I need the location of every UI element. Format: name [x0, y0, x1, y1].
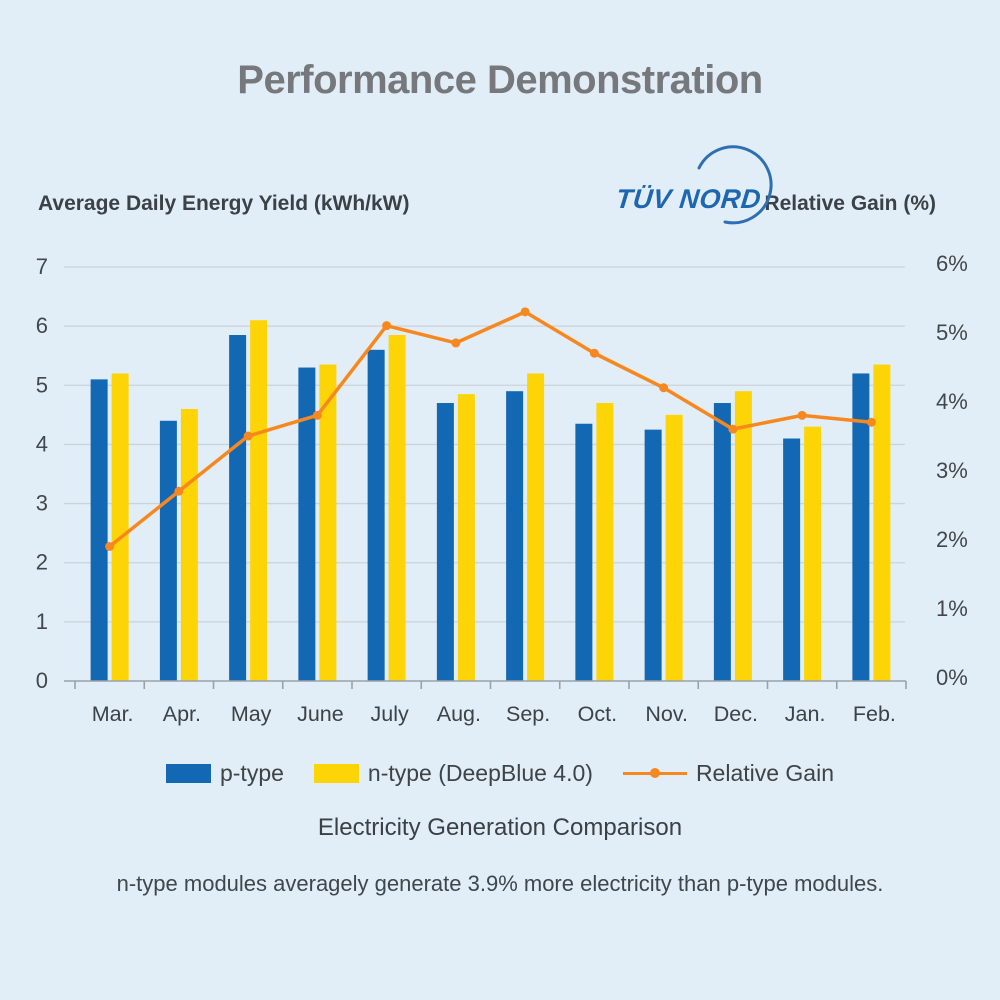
relative-gain-point [105, 541, 115, 551]
right-tick-label: 0% [936, 665, 968, 690]
bar-p-type [713, 403, 731, 681]
legend-item-n-type: n-type (DeepBlue 4.0) [313, 760, 593, 787]
chart-canvas: 0 1 2 3 4 5 6 7 0% 1% 2% 3% 4% 5% 6% Mar. Apr. May June Jul… [0, 240, 1000, 740]
bar-n-type [388, 335, 406, 681]
right-tick-label: 1% [936, 596, 968, 621]
left-tick-label: 4 [36, 431, 48, 456]
bar-n-type [804, 426, 822, 681]
bar-p-type [159, 420, 177, 681]
bar-p-type [783, 438, 801, 681]
legend-label-relative-gain: Relative Gain [695, 760, 835, 786]
chart-subtitle: Electricity Generation Comparison [317, 814, 683, 841]
legend-item-relative-gain: Relative Gain [622, 760, 835, 787]
bar-n-type [873, 364, 891, 681]
relative-gain-dot-icon [649, 768, 660, 779]
left-tick-label: 7 [36, 254, 48, 279]
p-type-swatch [165, 764, 211, 783]
left-tick-label: 0 [36, 668, 48, 693]
page-title: Performance Demonstration [237, 58, 763, 102]
bar-p-type [229, 335, 247, 681]
x-tick-label: Sep. [506, 702, 550, 726]
left-tick-label: 3 [36, 491, 48, 516]
x-tick-label: Aug. [437, 702, 481, 726]
relative-gain-point [451, 338, 461, 348]
relative-gain-point [174, 486, 184, 496]
right-tick-label: 2% [936, 527, 968, 552]
left-tick-label: 5 [36, 372, 48, 397]
relative-gain-point [312, 410, 322, 420]
relative-gain-point [797, 410, 807, 420]
legend-label-p-type: p-type [219, 760, 284, 786]
bar-p-type [575, 423, 593, 681]
tuv-nord-text: TÜV NORD [614, 184, 763, 214]
relative-gain-point [589, 348, 599, 358]
left-tick-label: 1 [36, 609, 48, 634]
relative-gain-point [728, 424, 738, 434]
bar-p-type [367, 349, 385, 681]
relative-gain-point [659, 383, 669, 393]
chart-svg: 0 1 2 3 4 5 6 7 0% 1% 2% 3% 4% 5% 6% Mar. Apr. May June Jul… [36, 251, 968, 726]
chart-legend: p-type n-type (DeepBlue 4.0) Relative Ga… [0, 760, 1000, 787]
bar-p-type [90, 379, 108, 681]
relative-gain-line [107, 310, 874, 549]
x-tick-label: Nov. [645, 702, 688, 726]
x-tick-label: June [297, 702, 344, 726]
legend-label-n-type: n-type (DeepBlue 4.0) [367, 760, 593, 786]
right-tick-label: 5% [936, 320, 968, 345]
right-axis-title: Relative Gain (%) [764, 192, 936, 215]
relative-gain-point [866, 417, 876, 427]
right-tick-label: 6% [936, 251, 968, 276]
tuv-nord-arc-icon [697, 145, 773, 225]
x-tick-label: Mar. [92, 702, 134, 726]
x-tick-label: Oct. [578, 702, 617, 726]
relative-gain-line-icon [622, 768, 687, 779]
left-axis-title: Average Daily Energy Yield (kWh/kW) [38, 192, 410, 215]
bar-n-type [180, 408, 198, 681]
x-tick-label: July [371, 702, 409, 726]
relative-gain-point [243, 431, 253, 441]
bar-n-type [665, 414, 683, 681]
bar-n-type [527, 373, 545, 681]
right-tick-label: 3% [936, 458, 968, 483]
n-type-swatch [313, 764, 359, 783]
x-tick-label: Dec. [714, 702, 758, 726]
bar-p-type [298, 367, 316, 681]
legend-item-p-type: p-type [165, 760, 284, 787]
x-tick-label: Apr. [163, 702, 201, 726]
x-tick-label: Feb. [853, 702, 896, 726]
relative-gain-point [520, 307, 530, 317]
bar-n-type [596, 403, 614, 681]
bar-n-type [734, 391, 752, 681]
tuv-nord-logo: TÜV NORD [612, 140, 792, 235]
relative-gain-point [382, 321, 392, 331]
x-tick-label: May [231, 702, 272, 726]
bar-p-type [436, 403, 454, 681]
bar-p-type [644, 429, 662, 681]
bar-n-type [457, 394, 475, 681]
left-tick-label: 6 [36, 313, 48, 338]
x-tick-label: Jan. [785, 702, 826, 726]
bar-n-type [319, 364, 337, 681]
bar-p-type [852, 373, 870, 681]
bar-p-type [506, 391, 524, 681]
bar-n-type [250, 320, 268, 681]
footnote: n-type modules averagely generate 3.9% m… [116, 871, 884, 896]
right-tick-label: 4% [936, 389, 968, 414]
bar-n-type [111, 373, 129, 681]
left-tick-label: 2 [36, 550, 48, 575]
